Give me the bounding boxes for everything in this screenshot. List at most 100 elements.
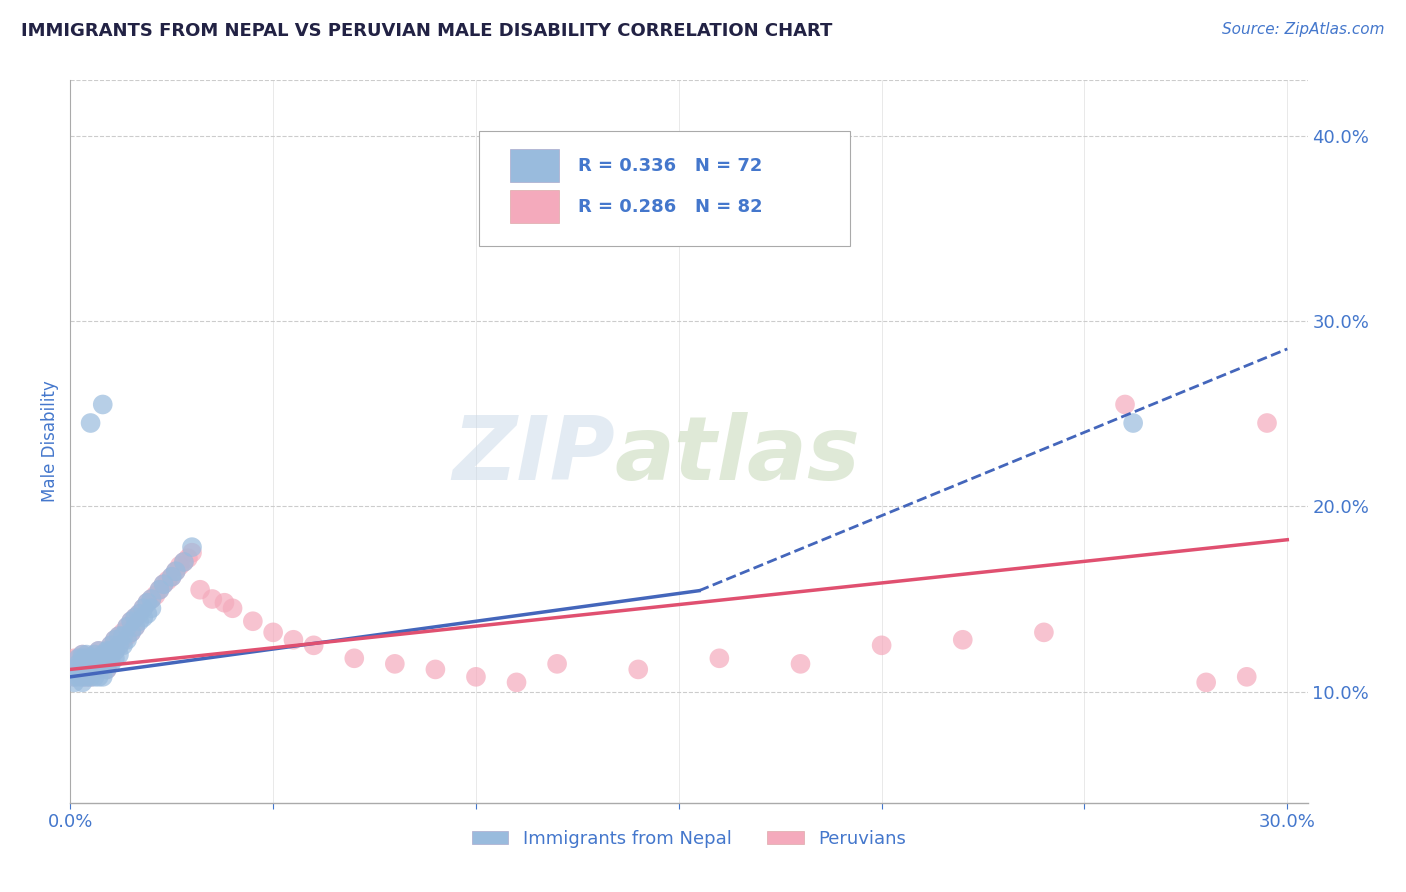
Point (87, 670, 110, 684)
Point (148, 582, 170, 597)
Point (1114, 397, 1136, 411)
Point (76, 662, 98, 676)
Point (67, 670, 90, 684)
Point (91, 648, 114, 662)
Point (1122, 416, 1144, 430)
Point (100, 638, 122, 652)
Point (165, 564, 187, 578)
Point (136, 607, 159, 621)
Point (112, 632, 135, 647)
Point (63, 651, 86, 665)
Text: atlas: atlas (614, 412, 860, 500)
Point (72, 651, 94, 665)
Point (148, 582, 170, 597)
Point (242, 614, 264, 628)
Point (100, 651, 122, 665)
FancyBboxPatch shape (509, 191, 560, 223)
Point (952, 632, 974, 647)
Point (188, 582, 211, 597)
Point (789, 657, 811, 671)
Point (83, 662, 105, 676)
Point (72, 657, 94, 671)
Point (1256, 416, 1278, 430)
Text: IMMIGRANTS FROM NEPAL VS PERUVIAN MALE DISABILITY CORRELATION CHART: IMMIGRANTS FROM NEPAL VS PERUVIAN MALE D… (21, 22, 832, 40)
Point (627, 662, 650, 676)
Point (72, 675, 94, 690)
Point (87, 651, 110, 665)
Text: R = 0.336   N = 72: R = 0.336 N = 72 (578, 156, 762, 175)
Point (173, 555, 195, 569)
Point (115, 632, 138, 647)
Point (221, 601, 243, 615)
Point (79, 666, 101, 681)
Point (87, 651, 110, 665)
Point (156, 574, 179, 588)
Point (63, 670, 86, 684)
Point (83, 648, 105, 662)
Point (120, 625, 142, 640)
Point (465, 670, 488, 684)
Point (425, 662, 447, 676)
Point (165, 564, 187, 578)
Point (115, 629, 138, 643)
Point (67, 666, 90, 681)
FancyBboxPatch shape (478, 131, 849, 246)
Point (104, 632, 127, 647)
Point (87, 662, 110, 676)
Point (91, 648, 114, 662)
Point (108, 638, 131, 652)
Point (124, 610, 146, 624)
Point (67, 657, 90, 671)
Point (83, 657, 105, 671)
Text: Source: ZipAtlas.com: Source: ZipAtlas.com (1222, 22, 1385, 37)
Point (79, 662, 101, 676)
Point (96, 662, 118, 676)
Point (63, 670, 86, 684)
Point (79, 670, 101, 684)
Point (72, 648, 94, 662)
Point (1195, 675, 1218, 690)
Point (76, 670, 98, 684)
Point (104, 632, 127, 647)
Point (104, 644, 127, 658)
Point (141, 592, 163, 607)
Point (124, 620, 146, 634)
Point (63, 660, 86, 674)
Point (112, 625, 135, 640)
Point (104, 644, 127, 658)
Point (91, 657, 114, 671)
Point (141, 601, 163, 615)
Point (72, 670, 94, 684)
Text: R = 0.286   N = 82: R = 0.286 N = 82 (578, 198, 762, 216)
Point (108, 638, 131, 652)
Point (67, 651, 90, 665)
Point (63, 662, 86, 676)
Point (546, 657, 568, 671)
Point (96, 644, 118, 658)
Point (67, 651, 90, 665)
Point (177, 551, 200, 566)
Point (145, 588, 167, 602)
Point (76, 648, 98, 662)
Point (76, 651, 98, 665)
Point (128, 607, 150, 621)
Point (72, 651, 94, 665)
Point (79, 651, 101, 665)
Point (76, 657, 98, 671)
Point (79, 662, 101, 676)
Point (136, 596, 159, 610)
Point (115, 620, 138, 634)
Point (1236, 670, 1258, 684)
Point (262, 625, 284, 640)
Legend: Immigrants from Nepal, Peruvians: Immigrants from Nepal, Peruvians (465, 822, 912, 855)
Point (152, 577, 174, 591)
Point (100, 644, 122, 658)
Point (100, 638, 122, 652)
Point (201, 592, 224, 607)
Point (83, 651, 105, 665)
Point (214, 596, 236, 610)
Point (87, 644, 110, 658)
Point (173, 555, 195, 569)
Point (104, 651, 127, 665)
Point (96, 651, 118, 665)
